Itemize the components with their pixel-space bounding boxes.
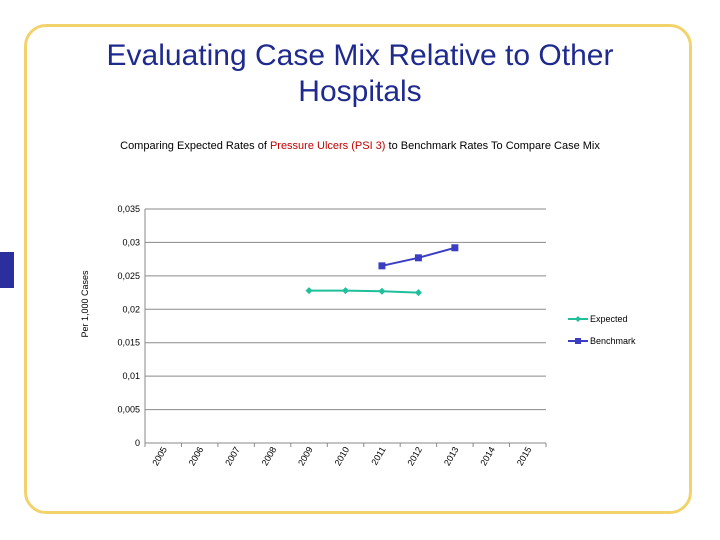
x-tick-label: 2009: [296, 445, 315, 467]
slide-frame: [24, 24, 692, 514]
slide-title: Evaluating Case Mix Relative to Other Ho…: [106, 39, 614, 108]
y-tick-label: 0,02: [122, 304, 140, 314]
x-tick-label: 2008: [260, 445, 279, 467]
y-tick-label: 0,01: [122, 371, 140, 381]
y-tick-label: 0,015: [117, 338, 140, 348]
x-tick-label: 2007: [223, 445, 242, 467]
x-tick-label: 2010: [333, 445, 352, 467]
data-point-expected: [414, 289, 422, 297]
data-point-expected: [342, 287, 349, 295]
series-line-expected: [309, 289, 419, 294]
legend-label-benchmark: Benchmark: [590, 336, 636, 346]
x-tick-label: 2005: [150, 445, 169, 467]
x-tick-label: 2012: [405, 445, 424, 467]
data-point-benchmark: [414, 254, 422, 262]
y-tick-label: 0: [135, 438, 140, 448]
chart-title-before: Comparing Expected Rates of: [120, 140, 270, 152]
legend-label-expected: Expected: [590, 314, 628, 324]
chart-title-highlight: Pressure Ulcers (PSI 3): [269, 140, 386, 152]
y-tick-label: 0,005: [117, 405, 140, 415]
x-tick-label: 2006: [187, 445, 206, 467]
data-point-benchmark: [451, 244, 459, 252]
legend-marker-benchmark: [575, 338, 581, 344]
data-point-expected: [305, 287, 313, 295]
y-tick-label: 0,025: [117, 271, 140, 281]
x-tick-label: 2015: [515, 445, 534, 467]
chart-title: Comparing Expected Rates of Pressure Ulc…: [110, 139, 610, 153]
side-tab-marker: [0, 252, 14, 288]
x-tick-label: 2013: [442, 445, 461, 467]
y-tick-label: 0,035: [117, 204, 140, 214]
chart-title-after: to Benchmark Rates To Compare Case Mix: [385, 140, 600, 152]
x-tick-label: 2014: [478, 445, 497, 467]
x-tick-label: 2011: [369, 445, 387, 467]
data-point-expected: [378, 287, 386, 295]
data-point-benchmark: [378, 262, 386, 270]
legend-marker-expected: [575, 316, 581, 322]
y-axis-label: Per 1,000 Cases: [80, 270, 90, 338]
y-tick-label: 0,03: [122, 237, 140, 247]
